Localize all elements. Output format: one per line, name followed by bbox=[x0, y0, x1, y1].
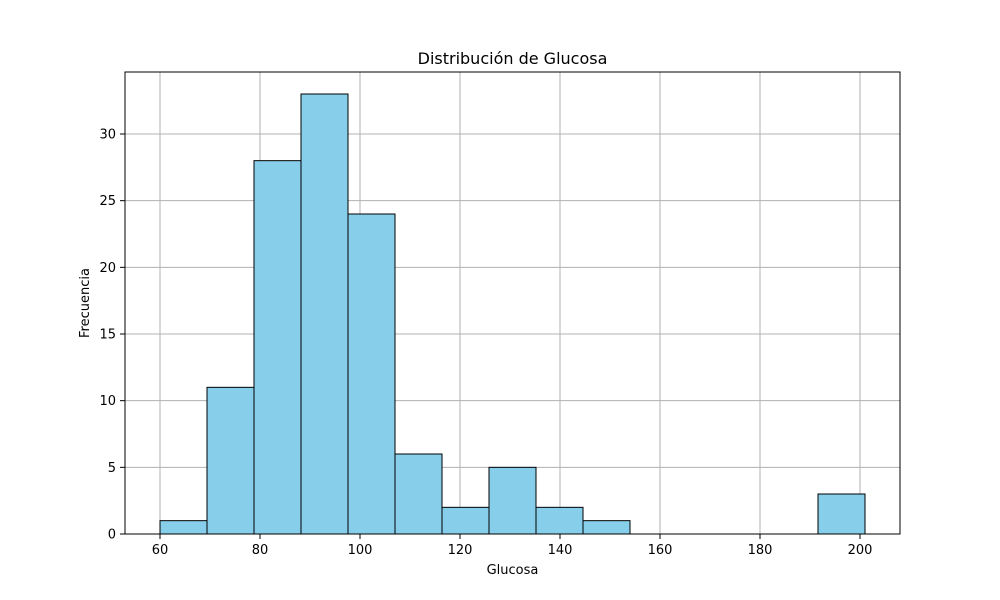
x-axis-ticks: 60 80 100 120 140 160 180 200 bbox=[152, 534, 873, 558]
y-tick-label: 30 bbox=[99, 128, 116, 143]
histogram-bar bbox=[159, 520, 208, 535]
histogram-bar bbox=[394, 453, 443, 535]
histogram-bar bbox=[347, 213, 396, 535]
histogram-bar bbox=[206, 386, 255, 535]
y-tick-label: 15 bbox=[99, 328, 116, 343]
histogram-bar bbox=[488, 466, 537, 535]
x-tick-label: 100 bbox=[348, 543, 373, 558]
x-tick-label: 140 bbox=[548, 543, 573, 558]
y-tick-label: 10 bbox=[99, 394, 116, 409]
y-tick-label: 20 bbox=[99, 261, 116, 276]
histogram-bar bbox=[817, 493, 866, 535]
x-tick-label: 80 bbox=[252, 543, 269, 558]
histogram-bar bbox=[300, 93, 349, 535]
histogram-bar bbox=[253, 160, 302, 535]
y-axis-ticks: 0 5 10 15 20 25 30 bbox=[99, 128, 125, 543]
histogram-bar bbox=[441, 506, 490, 535]
histogram-bar bbox=[535, 506, 584, 535]
y-tick-label: 0 bbox=[108, 528, 116, 543]
histogram-bars bbox=[159, 93, 866, 535]
y-tick-label: 25 bbox=[99, 194, 116, 209]
axes-frame bbox=[124, 71, 901, 535]
histogram-bar bbox=[582, 520, 631, 535]
x-tick-label: 120 bbox=[448, 543, 473, 558]
y-axis-label: Frecuencia bbox=[78, 268, 93, 338]
x-tick-label: 200 bbox=[848, 543, 873, 558]
chart-title: Distribución de Glucosa bbox=[418, 49, 608, 68]
x-tick-label: 160 bbox=[648, 543, 673, 558]
x-axis-label: Glucosa bbox=[487, 563, 539, 578]
x-tick-label: 180 bbox=[748, 543, 773, 558]
y-tick-label: 5 bbox=[108, 461, 116, 476]
x-tick-label: 60 bbox=[152, 543, 169, 558]
